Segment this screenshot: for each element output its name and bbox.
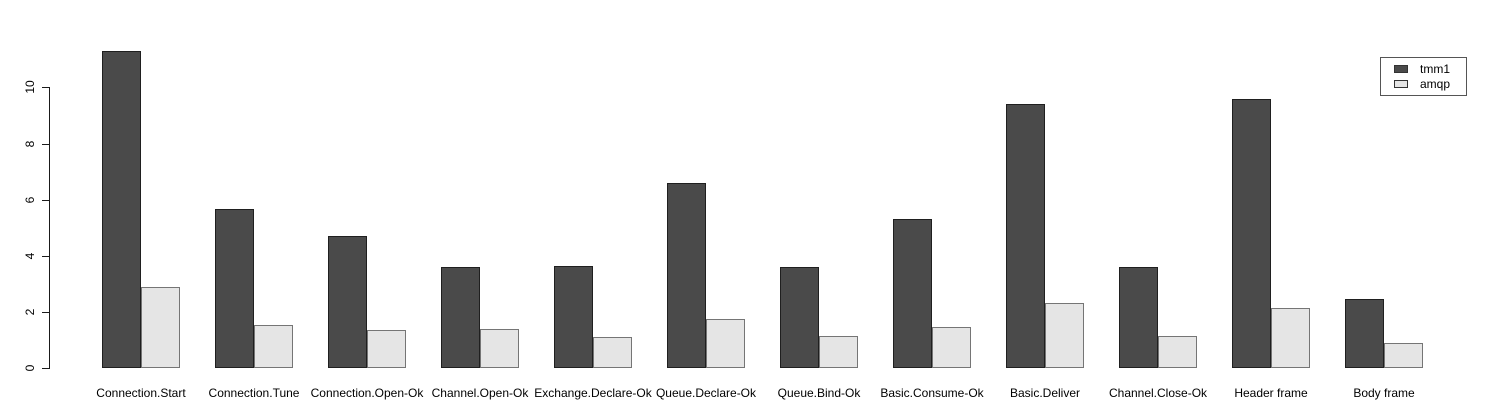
y-tick-label: 2 (23, 308, 37, 316)
y-axis-tick (42, 199, 49, 201)
x-category-label: Channel.Open-Ok (431, 386, 529, 400)
x-category-label: Queue.Declare-Ok (655, 386, 757, 400)
bar-amqp (932, 327, 971, 368)
y-axis-tick (42, 87, 49, 89)
bar-tmm1 (1345, 299, 1384, 368)
x-category-label: Header frame (1234, 386, 1308, 400)
legend-swatch-amqp-icon (1394, 80, 1408, 88)
y-tick-label: 8 (23, 140, 37, 147)
bar-tmm1 (667, 183, 706, 368)
x-category-label: Connection.Open-Ok (310, 386, 424, 400)
y-axis-tick (42, 311, 49, 313)
y-tick-label: 0 (23, 364, 37, 372)
bar-tmm1 (1232, 99, 1271, 368)
x-category-label: Queue.Bind-Ok (777, 386, 861, 400)
y-tick-label: 10 (23, 80, 37, 95)
legend-swatch-tmm1-icon (1394, 65, 1408, 73)
y-tick-label: 6 (23, 196, 37, 203)
x-category-label: Basic.Consume-Ok (880, 386, 984, 400)
x-category-label: Channel.Close-Ok (1108, 386, 1208, 400)
bar-tmm1 (893, 219, 932, 368)
x-category-label: Connection.Start (96, 386, 186, 400)
legend: tmm1 amqp (1380, 57, 1467, 96)
bar-amqp (141, 287, 180, 368)
bar-amqp (1384, 343, 1423, 368)
legend-item-tmm1: tmm1 (1394, 63, 1466, 75)
x-category-label: Connection.Tune (208, 386, 300, 400)
y-tick-label: 4 (23, 252, 37, 260)
bar-tmm1 (1119, 267, 1158, 368)
legend-label-amqp: amqp (1420, 77, 1451, 91)
bar-amqp (1271, 308, 1310, 368)
bar-tmm1 (215, 209, 254, 368)
bar-tmm1 (328, 236, 367, 368)
y-axis-line (49, 87, 50, 369)
bar-amqp (480, 329, 519, 368)
bar-amqp (819, 336, 858, 368)
y-axis-tick (42, 143, 49, 145)
legend-item-amqp: amqp (1394, 78, 1466, 90)
bar-amqp (1045, 303, 1084, 368)
bar-amqp (593, 337, 632, 368)
y-axis-tick (42, 255, 49, 257)
bar-tmm1 (780, 267, 819, 368)
bar-amqp (706, 319, 745, 368)
x-category-label: Basic.Deliver (1009, 386, 1081, 400)
bar-tmm1 (102, 51, 141, 368)
bar-tmm1 (554, 266, 593, 368)
bar-amqp (367, 330, 406, 368)
bar-tmm1 (441, 267, 480, 368)
x-category-label: Exchange.Declare-Ok (534, 386, 652, 400)
y-axis-tick (42, 368, 49, 369)
x-category-label: Body frame (1353, 386, 1415, 400)
bar-tmm1 (1006, 104, 1045, 368)
bar-amqp (254, 325, 293, 368)
bar-amqp (1158, 336, 1197, 368)
legend-label-tmm1: tmm1 (1420, 62, 1450, 76)
